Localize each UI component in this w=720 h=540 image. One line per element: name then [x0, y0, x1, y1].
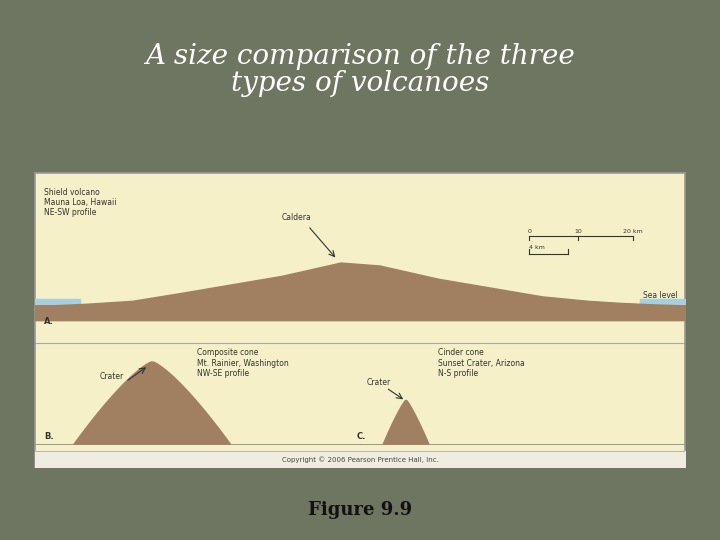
Text: Crater: Crater	[366, 377, 391, 387]
Text: Shield volcano: Shield volcano	[45, 187, 100, 197]
Text: Caldera: Caldera	[282, 213, 312, 222]
Text: Cinder cone: Cinder cone	[438, 348, 484, 357]
Text: A.: A.	[45, 317, 54, 326]
Text: Sea level: Sea level	[643, 291, 678, 300]
Text: 0: 0	[527, 229, 531, 234]
Text: types of volcanoes: types of volcanoes	[231, 70, 489, 97]
Text: Crater: Crater	[99, 372, 124, 381]
Text: C.: C.	[356, 431, 366, 441]
Text: Mt. Rainier, Washington: Mt. Rainier, Washington	[197, 359, 289, 368]
Text: 20 km: 20 km	[624, 229, 643, 234]
Text: Copyright © 2006 Pearson Prentice Hall, Inc.: Copyright © 2006 Pearson Prentice Hall, …	[282, 456, 438, 463]
Text: Sunset Crater, Arizona: Sunset Crater, Arizona	[438, 359, 525, 368]
Text: Composite cone: Composite cone	[197, 348, 258, 357]
Text: NW-SE profile: NW-SE profile	[197, 369, 249, 378]
Text: B.: B.	[45, 431, 54, 441]
Text: 10: 10	[574, 229, 582, 234]
Text: Mauna Loa, Hawaii: Mauna Loa, Hawaii	[45, 198, 117, 207]
Text: N-S profile: N-S profile	[438, 369, 478, 378]
Text: A size comparison of the three: A size comparison of the three	[145, 43, 575, 70]
Text: Figure 9.9: Figure 9.9	[308, 501, 412, 519]
Text: 4 km: 4 km	[529, 245, 545, 251]
Text: NE-SW profile: NE-SW profile	[45, 208, 96, 217]
